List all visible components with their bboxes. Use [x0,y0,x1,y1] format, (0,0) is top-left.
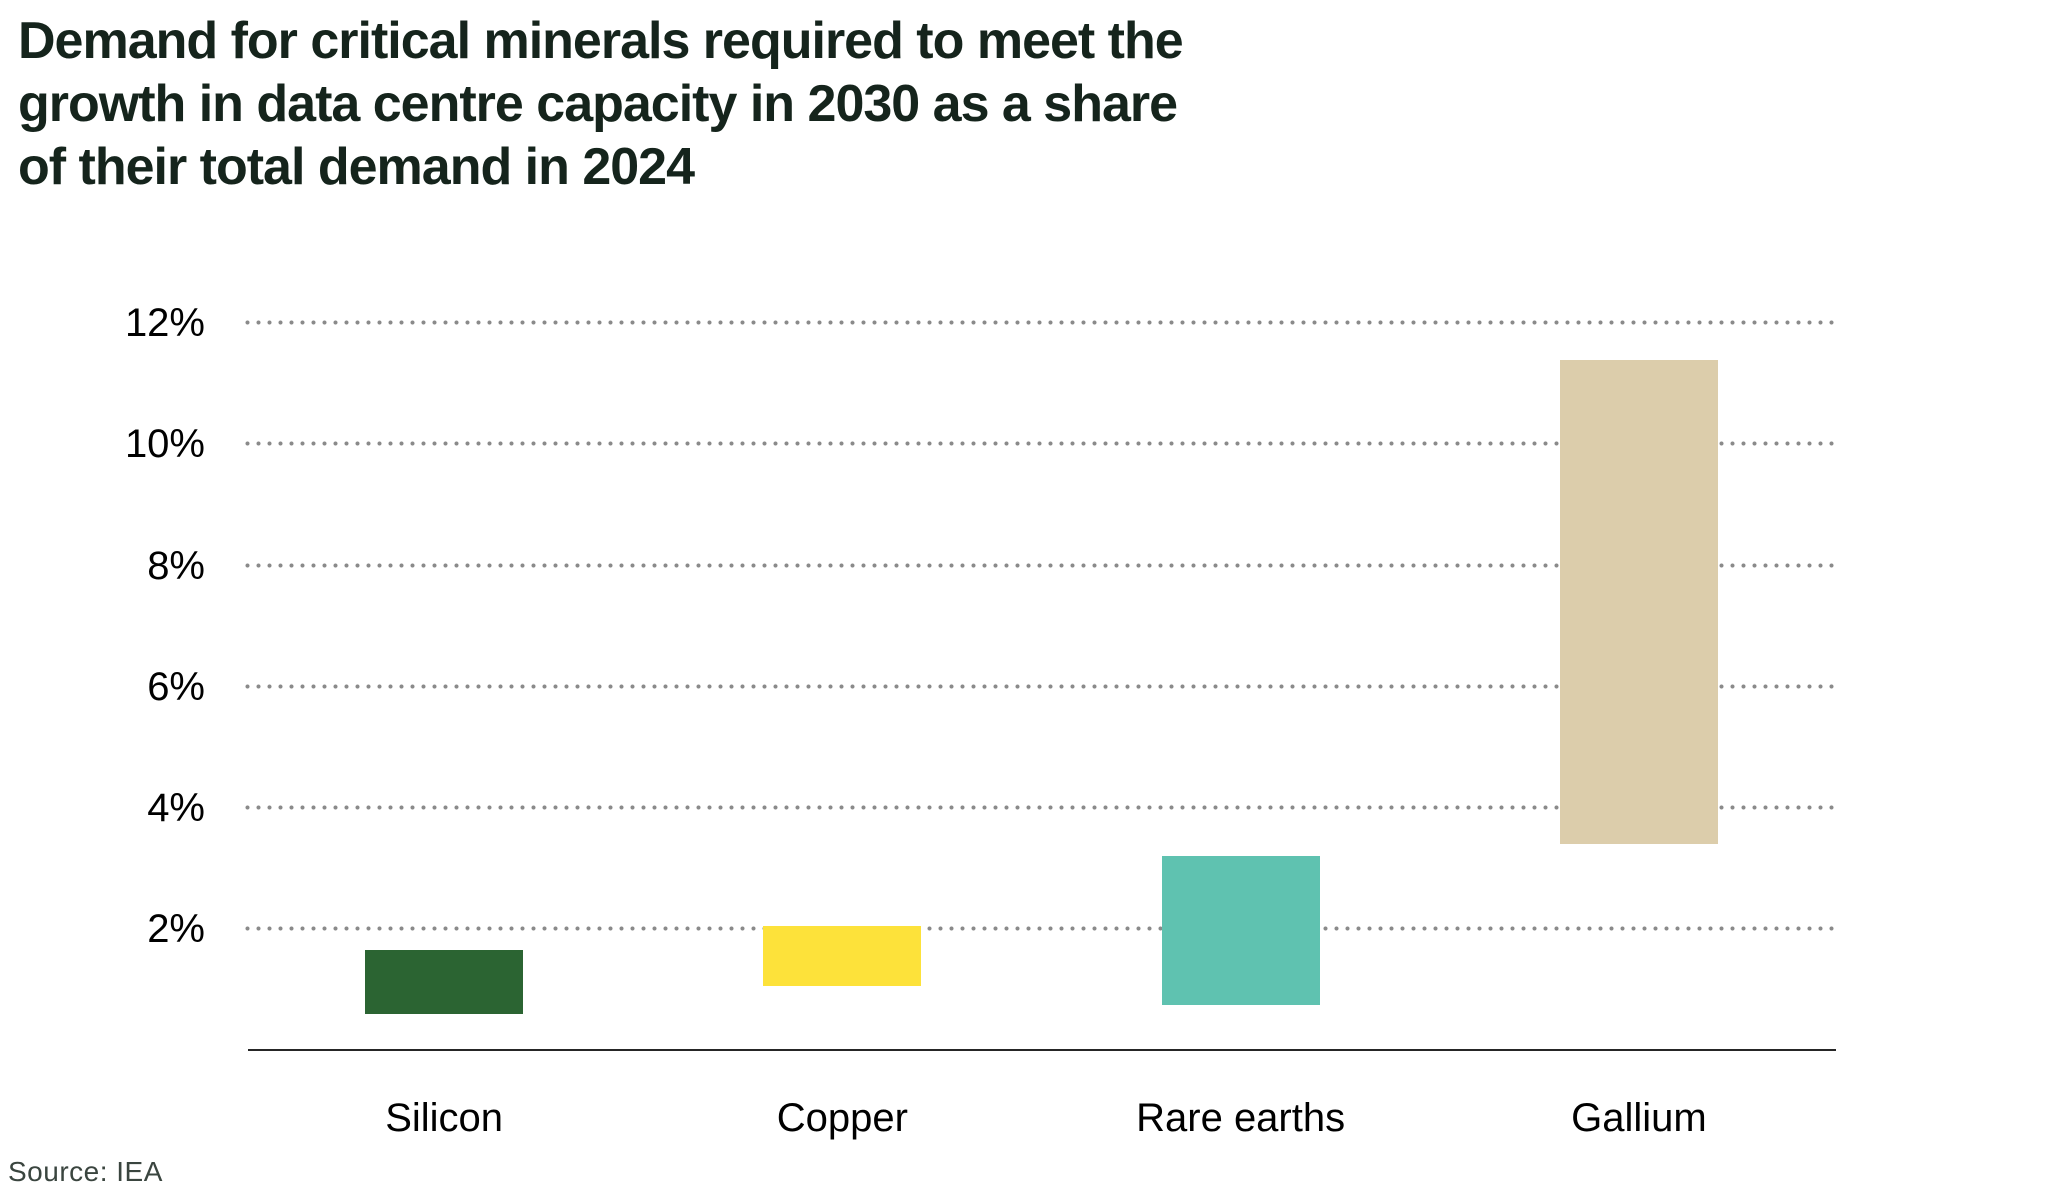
x-axis-line [248,1049,1836,1051]
gridline-10% [245,441,1838,447]
x-tick-label-copper: Copper [776,1096,908,1140]
gridline-4% [245,804,1838,810]
gridline-2% [245,925,1838,931]
gridline-6% [245,683,1838,689]
bar-silicon [365,950,524,1014]
plot-area [245,290,1838,1051]
source-note: Source: IEA [8,1156,163,1187]
y-tick-label-10%: 10% [124,422,205,467]
y-tick-label-2%: 2% [147,906,205,951]
gridline-8% [245,562,1838,568]
bar-gallium [1559,359,1718,845]
x-tick-label-gallium: Gallium [1571,1096,1707,1140]
bar-copper [763,925,922,987]
x-tick-label-silicon: Silicon [385,1096,504,1140]
y-tick-label-4%: 4% [147,785,205,830]
y-tick-label-12%: 12% [124,301,205,346]
y-axis: 2% 4% 6% 8% 10% 12% [0,290,205,1050]
y-tick-label-6%: 6% [147,664,205,709]
x-axis: Silicon Copper Rare earths Gallium [245,1090,1838,1150]
y-tick-label-8%: 8% [147,543,205,588]
bar-rare-earths [1161,856,1320,1005]
chart-title: Demand for critical minerals required to… [18,12,1184,196]
gridline-12% [245,320,1838,326]
x-tick-label-rare-earths: Rare earths [1136,1096,1346,1140]
